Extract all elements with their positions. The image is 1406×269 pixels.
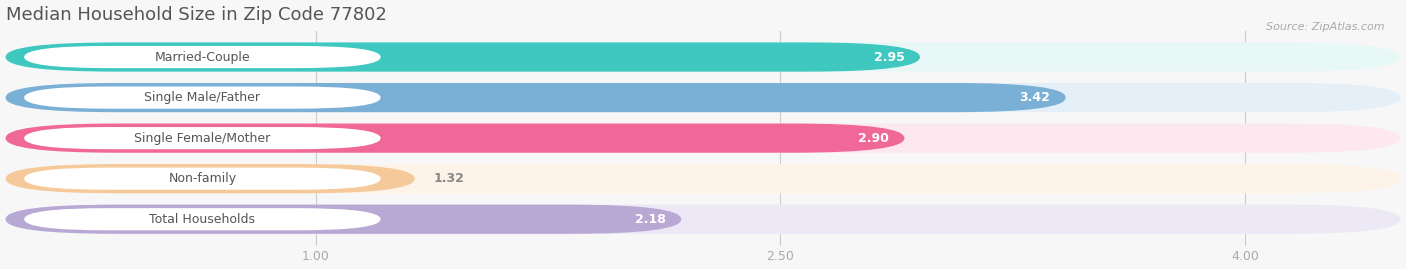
Text: 3.42: 3.42 — [1019, 91, 1050, 104]
FancyBboxPatch shape — [6, 43, 1400, 72]
FancyBboxPatch shape — [6, 83, 1066, 112]
Text: Median Household Size in Zip Code 77802: Median Household Size in Zip Code 77802 — [6, 6, 387, 24]
Text: Total Households: Total Households — [149, 213, 256, 226]
Text: 1.32: 1.32 — [433, 172, 464, 185]
FancyBboxPatch shape — [24, 168, 381, 190]
Text: 2.95: 2.95 — [873, 51, 904, 63]
FancyBboxPatch shape — [24, 127, 381, 149]
FancyBboxPatch shape — [6, 205, 1400, 234]
FancyBboxPatch shape — [24, 46, 381, 68]
FancyBboxPatch shape — [6, 83, 1400, 112]
FancyBboxPatch shape — [6, 205, 682, 234]
FancyBboxPatch shape — [6, 43, 920, 72]
Text: Married-Couple: Married-Couple — [155, 51, 250, 63]
Text: Single Male/Father: Single Male/Father — [145, 91, 260, 104]
FancyBboxPatch shape — [6, 164, 415, 193]
Text: Source: ZipAtlas.com: Source: ZipAtlas.com — [1267, 22, 1385, 31]
Text: 2.90: 2.90 — [858, 132, 889, 145]
FancyBboxPatch shape — [6, 123, 1400, 153]
FancyBboxPatch shape — [6, 123, 904, 153]
Text: Single Female/Mother: Single Female/Mother — [134, 132, 270, 145]
FancyBboxPatch shape — [24, 208, 381, 230]
Text: Non-family: Non-family — [169, 172, 236, 185]
FancyBboxPatch shape — [6, 164, 1400, 193]
FancyBboxPatch shape — [24, 86, 381, 109]
Text: 2.18: 2.18 — [636, 213, 666, 226]
